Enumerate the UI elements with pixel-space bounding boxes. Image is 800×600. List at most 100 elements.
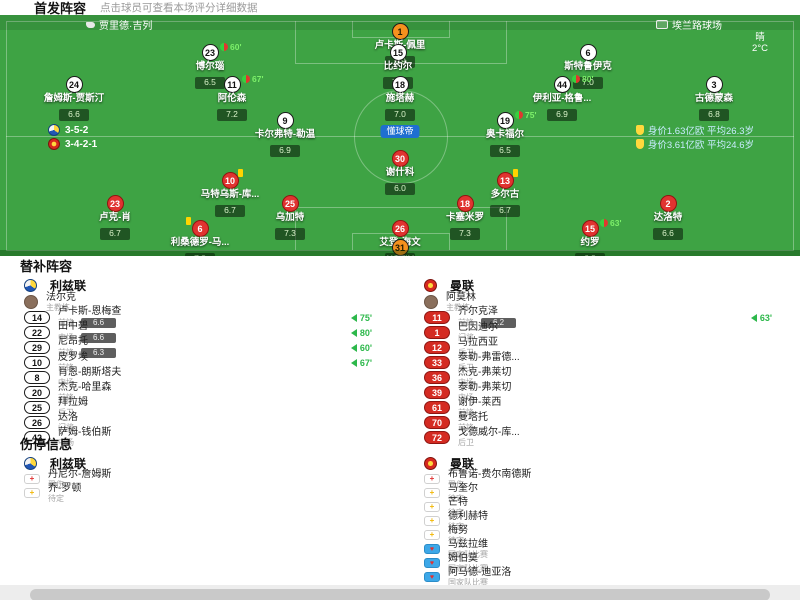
injury-status-icon: + <box>424 488 440 498</box>
player-number: 6 <box>579 44 597 61</box>
player-node[interactable]: 18 施塔赫 7.0 <box>340 76 460 122</box>
player-rating: 7.0 <box>385 109 415 121</box>
player-node[interactable]: 25 乌加特 7.3 <box>230 195 350 241</box>
player-node[interactable]: 10 马特乌斯-库... 6.7 <box>170 169 290 218</box>
value-shield-icon <box>635 125 644 135</box>
player-node[interactable]: 18 卡塞米罗 7.3 <box>405 195 525 241</box>
substitute-row[interactable]: 42 萨姆-钱伯斯 中场 <box>24 428 400 447</box>
substitute-row[interactable]: 33 泰勒-弗雷德... 后卫 <box>424 353 800 372</box>
player-node[interactable]: 30 谢什科 6.0 <box>340 150 460 196</box>
player-rating: 6.6 <box>653 228 683 240</box>
injury-status-icon: ♥ <box>424 572 440 582</box>
injury-row: + 马奎尔 待定 <box>424 482 800 503</box>
player-rating: 6.5 <box>490 145 520 157</box>
substitute-name: 尼昂托 <box>58 335 88 347</box>
player-rating: 6.7 <box>100 228 130 240</box>
player-node[interactable]: 11 67' 阿伦森 7.2 <box>172 74 292 122</box>
footer-bar[interactable] <box>30 589 770 600</box>
player-number: 23 <box>106 195 124 212</box>
sub-off-time: 80' <box>582 74 594 84</box>
away-value-row: 身价3.61亿欧 平均24.6岁 <box>635 138 754 151</box>
injuries-away-list: + 布鲁诺-费尔南德斯 受伤 + 马奎尔 待定 + 芒特 待定 + 德利赫特 待定 + 梅努 待定 ♥ 马兹拉维… <box>424 469 800 586</box>
player-rating: 6.5 <box>195 77 225 89</box>
player-node[interactable]: 31拉门斯 <box>340 239 460 256</box>
substitute-row[interactable]: 39 泰勒-弗莱切 中场 <box>424 383 800 402</box>
substitute-number: 36 <box>424 371 450 384</box>
player-rating: 7.3 <box>450 228 480 240</box>
penalty-box-bottom <box>295 207 507 250</box>
player-node[interactable]: 3 古德蒙森 6.8 <box>654 76 774 122</box>
player-node[interactable]: 19 75' 奥卡福尔 6.5 <box>445 110 565 158</box>
substitute-row[interactable]: 20 杰克-哈里森 前锋 <box>24 383 400 402</box>
substitute-row[interactable]: 22 田中碧 中场 6.6 80' <box>24 321 400 344</box>
player-node[interactable]: 24 詹姆斯-贾斯汀 6.6 <box>14 76 134 122</box>
player-node[interactable]: 44 80' 伊利亚-格鲁... 6.9 <box>502 74 622 122</box>
substitute-info: 皮罗埃 前锋 <box>58 353 88 372</box>
injury-status-icon: + <box>24 488 40 498</box>
substitute-info: 卢卡斯-恩梅查 前锋 6.6 <box>58 305 122 329</box>
injury-status-text: 待定 <box>448 493 464 503</box>
player-node[interactable]: 9 卡尔弗特-勒温 6.9 <box>225 112 345 158</box>
pitch-bottom-shade <box>0 250 800 256</box>
player-name: 卢克-肖 <box>99 212 131 223</box>
injury-row: ♥ 马兹拉维 国家队比赛 <box>424 539 800 558</box>
team-name: 曼联 <box>450 457 475 471</box>
substitute-name: 谢伊-莱西 <box>458 397 502 408</box>
player-rating: 7.0 <box>573 77 603 89</box>
injury-player-name: 马奎尔 <box>448 482 478 494</box>
player-name: 斯特鲁伊克 <box>564 61 612 72</box>
coach-row[interactable]: 阿莫林 主教练 <box>424 292 800 312</box>
substitute-row[interactable]: 12 马拉西亚 后卫 <box>424 338 800 357</box>
substitute-row[interactable]: 70 曼塔托 前锋 <box>424 413 800 432</box>
substitute-row[interactable]: 29 尼昂托 前锋 6.3 60' <box>24 335 400 359</box>
coach-role: 主教练 <box>46 302 70 312</box>
player-node[interactable]: 23 卢克-肖 6.7 <box>55 195 175 241</box>
player-name: 多尔古 <box>490 189 520 200</box>
player-node[interactable]: 2 达洛特 6.6 <box>608 195 728 241</box>
coach-row[interactable]: 法尔克 主教练 <box>24 292 400 312</box>
substitute-name: 卢卡斯-恩梅查 <box>58 305 122 317</box>
player-number: 11 <box>223 76 241 93</box>
substitute-info: 田中碧 中场 6.6 <box>58 321 117 344</box>
substitute-row[interactable]: 1 巴因迪尔 门将 <box>424 323 800 342</box>
substitute-row[interactable]: 61 谢伊-莱西 前锋 <box>424 397 800 417</box>
injury-info: 乔-罗顿 待定 <box>48 483 81 503</box>
player-number: 15 <box>581 220 599 237</box>
player-rating: 7.2 <box>217 109 247 121</box>
injury-info: 姆伯莫 国家队比赛 <box>448 553 488 573</box>
substitute-info: 齐尔克泽 前锋 6.2 <box>458 306 517 329</box>
injury-status-icon: ♥ <box>424 544 440 554</box>
substitute-row[interactable]: 8 肖恩-朗斯塔夫 中场 <box>24 368 400 387</box>
substitute-row[interactable]: 10 皮罗埃 前锋 67' <box>24 353 400 372</box>
substitute-name: 达洛 <box>58 412 78 423</box>
substitute-row[interactable]: 36 杰克-弗莱切 中场 <box>424 368 800 387</box>
substitute-number: 33 <box>424 356 450 369</box>
substitute-position: 前锋 <box>58 348 74 357</box>
substitute-number: 26 <box>24 416 50 429</box>
substitute-number: 29 <box>24 341 50 354</box>
injury-row: + 乔-罗顿 待定 <box>24 483 400 503</box>
substitute-meta: 前锋 <box>58 364 88 372</box>
sub-on-time: 63' <box>759 312 772 323</box>
sub-off-time: 75' <box>525 110 537 120</box>
injury-info: 芒特 待定 <box>448 496 468 517</box>
substitute-row[interactable]: 14 卢卡斯-恩梅查 前锋 6.6 75' <box>24 305 400 329</box>
referee-group: 贾里德·吉列 <box>86 17 152 32</box>
coach-role: 主教练 <box>446 302 470 312</box>
player-name: 詹姆斯-贾斯汀 <box>43 93 105 104</box>
player-node[interactable]: 6 斯特鲁伊克 7.0 <box>528 44 648 90</box>
player-rating: 6.9 <box>385 56 415 68</box>
substitute-row[interactable]: 26 达洛 门将 <box>24 412 400 432</box>
substitute-row[interactable]: 11 齐尔克泽 前锋 6.2 63' <box>424 306 800 329</box>
substitute-row[interactable]: 72 戈德威尔-库... 后卫 <box>424 428 800 447</box>
player-node[interactable]: 15 63' 约罗 6.9 <box>530 218 650 256</box>
substitution-icon <box>515 111 523 119</box>
substitute-number: 39 <box>424 386 450 399</box>
injury-status-text: 待定 <box>448 521 464 531</box>
player-node[interactable]: 13 多尔古 6.7 <box>445 169 565 218</box>
injury-player-name: 芒特 <box>448 496 468 508</box>
substitute-row[interactable]: 25 拜拉姆 后卫 <box>24 398 400 417</box>
player-node[interactable]: 23 60' 博尔瑙 6.5 <box>150 42 270 90</box>
